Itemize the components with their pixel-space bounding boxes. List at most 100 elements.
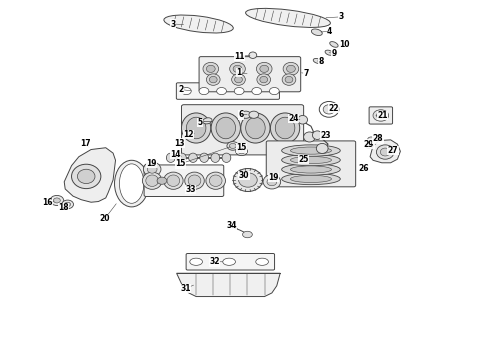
- Ellipse shape: [227, 141, 239, 150]
- Text: 30: 30: [239, 171, 249, 180]
- Ellipse shape: [243, 231, 252, 238]
- Ellipse shape: [260, 65, 269, 72]
- Text: 15: 15: [236, 143, 246, 152]
- Ellipse shape: [249, 52, 257, 58]
- FancyBboxPatch shape: [266, 141, 356, 187]
- FancyBboxPatch shape: [181, 105, 304, 155]
- Ellipse shape: [291, 147, 331, 154]
- Ellipse shape: [238, 149, 245, 154]
- Ellipse shape: [270, 113, 300, 143]
- Ellipse shape: [143, 172, 162, 189]
- Ellipse shape: [167, 175, 180, 186]
- Ellipse shape: [235, 76, 243, 83]
- FancyBboxPatch shape: [144, 165, 224, 197]
- Ellipse shape: [164, 172, 183, 189]
- Ellipse shape: [65, 202, 71, 207]
- Text: 13: 13: [174, 139, 184, 148]
- Text: 11: 11: [234, 52, 245, 61]
- FancyBboxPatch shape: [199, 57, 301, 92]
- Text: 34: 34: [226, 221, 237, 230]
- Ellipse shape: [77, 169, 95, 184]
- Ellipse shape: [252, 87, 262, 95]
- Ellipse shape: [72, 164, 101, 189]
- Ellipse shape: [206, 65, 215, 72]
- Text: 18: 18: [58, 203, 69, 212]
- Ellipse shape: [376, 145, 394, 159]
- Text: 27: 27: [388, 146, 398, 155]
- Ellipse shape: [53, 198, 60, 203]
- Text: 9: 9: [332, 49, 337, 58]
- Ellipse shape: [147, 165, 157, 173]
- Ellipse shape: [236, 147, 247, 156]
- Ellipse shape: [313, 131, 322, 139]
- Ellipse shape: [267, 178, 277, 186]
- Ellipse shape: [144, 162, 161, 176]
- FancyBboxPatch shape: [186, 253, 274, 270]
- Ellipse shape: [233, 168, 263, 192]
- Ellipse shape: [203, 118, 212, 124]
- Text: 8: 8: [318, 57, 323, 66]
- Text: 31: 31: [180, 284, 191, 293]
- Ellipse shape: [232, 74, 245, 85]
- Ellipse shape: [241, 111, 251, 118]
- Ellipse shape: [230, 62, 245, 75]
- Ellipse shape: [189, 153, 197, 162]
- Text: 24: 24: [289, 114, 299, 123]
- Ellipse shape: [217, 87, 226, 95]
- Text: 4: 4: [327, 27, 332, 36]
- Ellipse shape: [282, 145, 340, 156]
- Ellipse shape: [282, 74, 296, 85]
- Text: 33: 33: [185, 185, 196, 194]
- Polygon shape: [370, 140, 400, 163]
- Ellipse shape: [256, 62, 272, 75]
- Ellipse shape: [146, 175, 159, 186]
- Ellipse shape: [229, 143, 236, 148]
- Ellipse shape: [325, 50, 333, 55]
- Ellipse shape: [222, 153, 231, 162]
- Ellipse shape: [380, 148, 390, 156]
- Ellipse shape: [323, 105, 335, 114]
- Text: 1: 1: [237, 68, 242, 77]
- Ellipse shape: [223, 258, 236, 265]
- Ellipse shape: [181, 113, 211, 143]
- Text: 15: 15: [175, 159, 186, 168]
- Ellipse shape: [245, 117, 265, 139]
- Ellipse shape: [199, 87, 209, 95]
- Text: 12: 12: [184, 130, 194, 139]
- Ellipse shape: [185, 172, 204, 189]
- Text: 32: 32: [209, 257, 220, 266]
- Ellipse shape: [330, 42, 338, 47]
- Text: 28: 28: [372, 134, 383, 143]
- Ellipse shape: [298, 116, 308, 124]
- Text: 2: 2: [179, 85, 184, 94]
- Ellipse shape: [304, 132, 316, 142]
- Text: 10: 10: [339, 40, 349, 49]
- Polygon shape: [176, 273, 280, 297]
- Ellipse shape: [249, 111, 259, 118]
- Ellipse shape: [285, 76, 293, 83]
- Ellipse shape: [270, 87, 279, 95]
- Text: 25: 25: [298, 155, 309, 164]
- Ellipse shape: [211, 113, 241, 143]
- Text: 19: 19: [268, 173, 279, 182]
- Ellipse shape: [206, 172, 225, 189]
- Ellipse shape: [275, 117, 295, 139]
- Ellipse shape: [282, 164, 340, 175]
- Ellipse shape: [166, 153, 175, 162]
- Ellipse shape: [283, 62, 299, 75]
- Ellipse shape: [209, 76, 217, 83]
- Ellipse shape: [120, 164, 144, 203]
- Text: 29: 29: [364, 140, 374, 149]
- Text: 21: 21: [377, 111, 388, 120]
- Text: 26: 26: [358, 164, 368, 173]
- Ellipse shape: [233, 65, 242, 72]
- Ellipse shape: [282, 154, 340, 166]
- Ellipse shape: [319, 102, 339, 117]
- Text: 5: 5: [197, 118, 202, 127]
- Text: 19: 19: [146, 159, 156, 168]
- Ellipse shape: [245, 8, 330, 27]
- Ellipse shape: [282, 173, 340, 185]
- FancyBboxPatch shape: [176, 83, 279, 99]
- Ellipse shape: [291, 166, 331, 173]
- Ellipse shape: [263, 175, 281, 189]
